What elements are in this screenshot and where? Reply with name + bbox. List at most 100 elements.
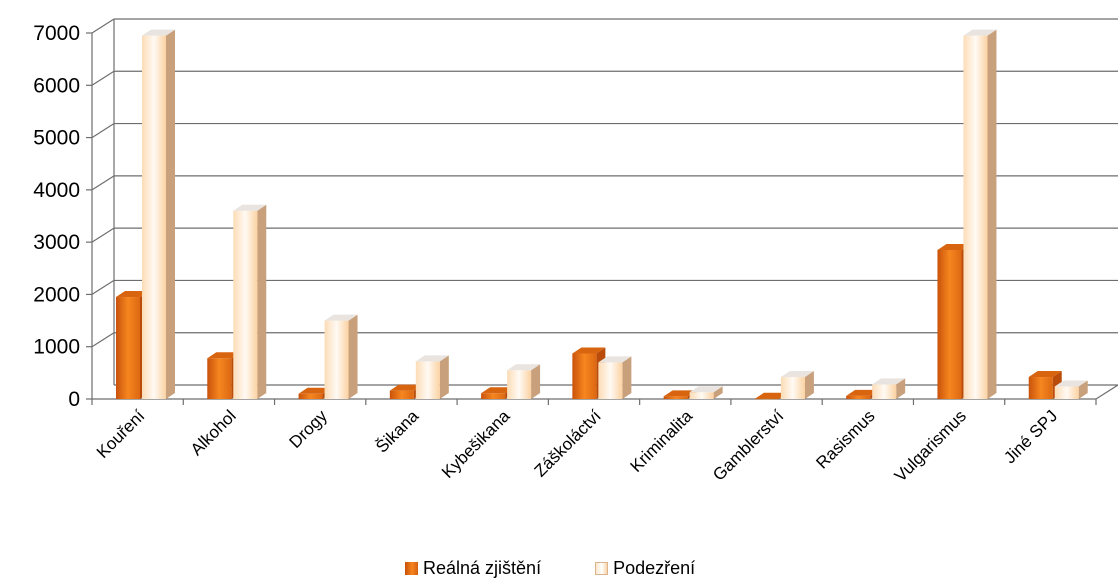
bar-podezreni [780, 371, 814, 399]
y-tick-label: 5000 [33, 127, 80, 150]
x-tick-label: Kouření [93, 406, 149, 462]
y-tick-label: 7000 [33, 22, 80, 45]
bar-podezreni-front [689, 392, 714, 399]
legend-item-real: Reálná zjištění [405, 558, 541, 579]
y-tick-label: 4000 [33, 179, 80, 202]
bar-podezreni-top [598, 356, 632, 363]
x-tick-label: Šikana [372, 406, 423, 457]
gridline-wall-link [91, 70, 115, 86]
bar-podezreni [324, 314, 358, 399]
gridline-wall-link [91, 227, 115, 243]
bar-podezreni [963, 29, 997, 399]
bar-podezreni-front [1054, 386, 1079, 399]
bar-podezreni-side [713, 386, 723, 399]
bar-podezreni-side [622, 356, 632, 399]
bar-podezreni-top [872, 378, 906, 385]
bars [116, 29, 1088, 400]
bar-podezreni-top [963, 29, 997, 36]
y-tick-label: 6000 [33, 74, 80, 97]
gridline-wall-link [91, 332, 115, 348]
legend-label-real: Reálná zjištění [423, 558, 542, 578]
y-tick-label: 0 [68, 388, 80, 411]
bar-podezreni-side [531, 364, 541, 399]
bar-podezreni [872, 378, 906, 399]
x-tick-label: Kybešikana [438, 406, 514, 482]
bar-podezreni-front [415, 361, 440, 399]
bar-podezreni-top [324, 314, 358, 321]
bar-podezreni [598, 356, 632, 399]
bar-real-front [207, 358, 232, 399]
bar-real-top [572, 347, 606, 354]
bar-podezreni-side [896, 378, 906, 399]
bar-real-front [481, 393, 506, 399]
bar-podezreni [689, 386, 723, 399]
legend: Reálná zjištění Podezření [405, 558, 749, 579]
bar-podezreni [507, 364, 541, 399]
bar-podezreni-front [598, 362, 623, 399]
bar-real-front [663, 396, 688, 399]
bar-podezreni-side [166, 29, 175, 399]
y-tick-label: 2000 [33, 283, 80, 306]
bar-real-top [846, 389, 880, 396]
x-tick-label: Kriminalita [627, 406, 697, 476]
bar-podezreni-top [142, 29, 175, 36]
bar-podezreni-side [987, 29, 997, 399]
bar-podezreni [233, 204, 267, 399]
bar-podezreni-front [142, 35, 166, 399]
bar-real-front [1028, 377, 1053, 399]
x-tick-label: Gamblerství [709, 406, 787, 484]
y-axis-tick-labels: 0 1000 2000 3000 4000 5000 6000 7000 [33, 22, 80, 411]
x-axis-tick-labels: Kouření Alkohol Drogy Šikana Kybešikana Záško… [93, 406, 1061, 486]
legend-swatch-real [405, 562, 418, 575]
bar-real-top [937, 243, 971, 250]
x-tick-label: Jiné SPJ [1000, 406, 1061, 467]
bar-real-top [207, 352, 241, 359]
bar-real-front [116, 297, 140, 399]
bar-podezreni-side [804, 371, 814, 399]
bar-real-top [389, 384, 423, 391]
bar-podezreni-front [324, 320, 349, 399]
bar-podezreni-side [348, 314, 358, 399]
bar-podezreni-top [689, 386, 723, 393]
bar-podezreni-top [507, 364, 541, 371]
floor-right-edge [1095, 384, 1118, 400]
bar-real-front [298, 393, 323, 399]
bar-podezreni-front [507, 370, 532, 399]
bar-podezreni-front [780, 377, 805, 399]
legend-label-podezreni: Podezření [613, 558, 696, 578]
x-tick-label: Rasismus [812, 406, 878, 472]
gridline-wall-link [91, 279, 115, 295]
legend-item-podezreni: Podezření [595, 558, 695, 579]
bar-real-top [298, 387, 332, 394]
gridline-wall-link [91, 175, 115, 191]
bar-podezreni-side [257, 204, 267, 399]
bar-podezreni-top [780, 371, 814, 378]
bar-real-front [846, 395, 871, 399]
bar-podezreni-top [233, 204, 267, 211]
bar-podezreni-front [233, 210, 258, 399]
bar-real-front [572, 353, 597, 399]
bar-real-front [937, 249, 962, 399]
x-tick-label: Alkohol [187, 406, 240, 459]
bar-podezreni [1054, 380, 1088, 399]
bar-real-front [389, 390, 414, 399]
x-tick-label: Vulgarismus [891, 406, 970, 485]
bar-real-front [754, 398, 779, 400]
bar-real-top [1028, 371, 1062, 378]
legend-swatch-podezreni [595, 562, 609, 575]
gridlines [91, 18, 1118, 348]
bar-real-top [663, 390, 697, 397]
bar-podezreni-side [1078, 380, 1088, 399]
bar-podezreni [415, 355, 449, 399]
bar-podezreni-front [872, 384, 897, 399]
gridline-wall-link [91, 123, 115, 139]
y-tick-label: 1000 [33, 336, 80, 359]
x-tick-label: Drogy [286, 406, 332, 452]
bar-real-top [754, 392, 788, 399]
bar-podezreni-top [415, 355, 449, 362]
bar-real-top [481, 387, 515, 394]
bar-podezreni-front [963, 35, 988, 399]
gridline-wall-link [91, 18, 115, 34]
bar-real-top [116, 291, 149, 298]
